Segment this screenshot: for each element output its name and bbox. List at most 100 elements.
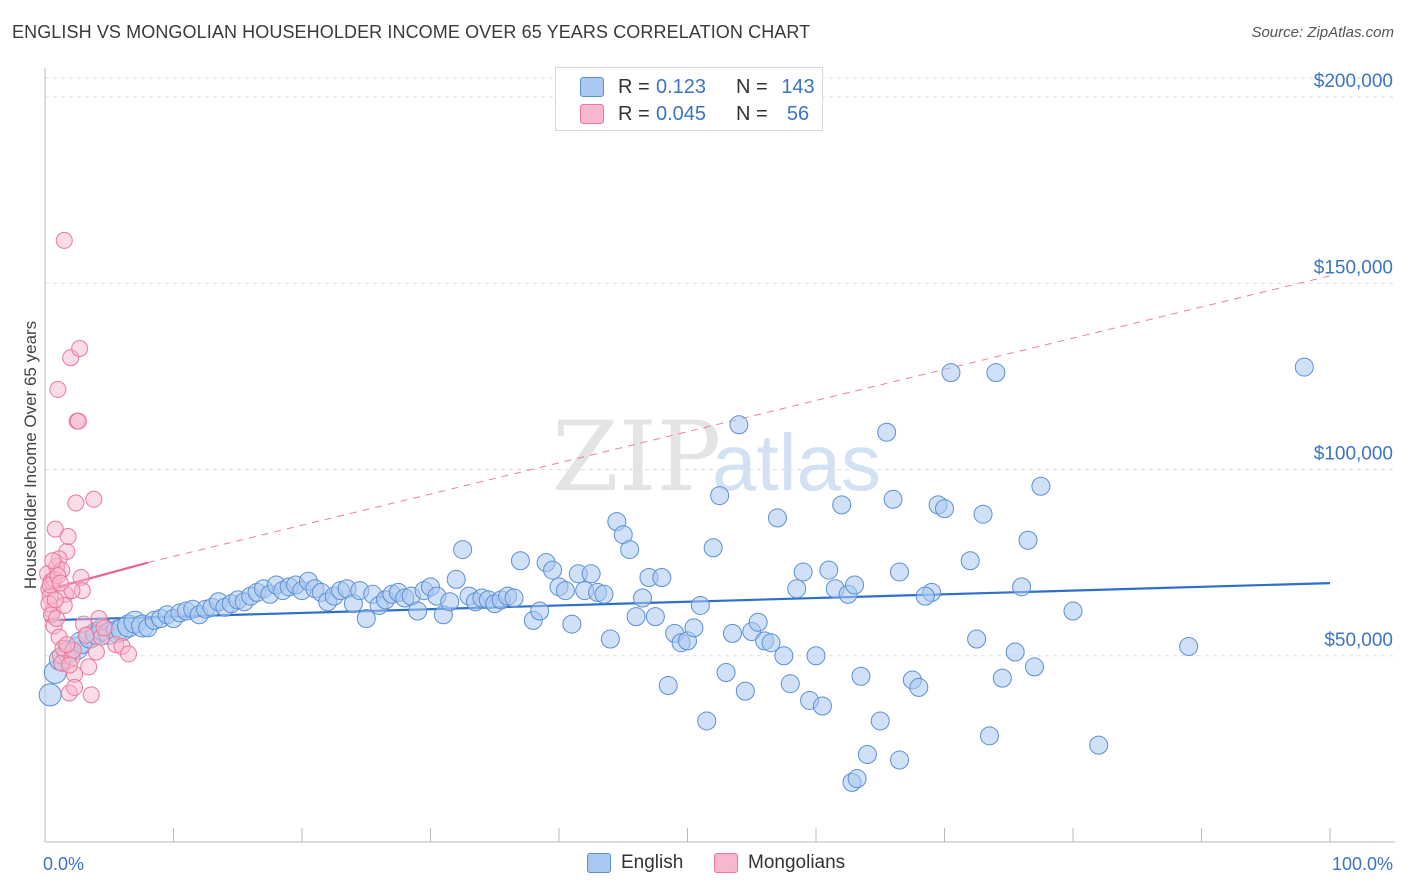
english-point [697,711,717,731]
english-point [555,581,575,601]
n-value: 56 [786,102,810,125]
english-point [870,711,890,731]
x-tick-label-min: 0.0% [43,854,84,874]
r-value: 0.123 [656,75,707,98]
english-point [935,499,954,519]
english-point [633,588,653,608]
english-point [446,569,466,589]
english-point [890,562,910,582]
english-legend-swatch [587,853,611,873]
y-tick-label: $100,000 [1314,444,1393,465]
english-point [626,607,646,627]
english-point [1179,636,1199,656]
english-point [877,422,897,442]
x-tick-label-max: 100.0% [1332,854,1393,874]
mongolian-point [82,686,100,704]
english-point [1005,642,1025,662]
english-point [1294,357,1314,377]
english-legend-label: English [621,852,684,873]
mongolian-point [59,528,77,546]
mongolian-point [77,626,95,644]
english-point [915,586,935,606]
mongolian-point [87,643,105,661]
tick-labels: $50,000 $100,000 $150,000 $200,000 0.0% 100.0… [43,71,1393,874]
english-point [453,540,473,560]
english-point [1031,476,1051,496]
english-point [440,592,460,612]
english-point [845,575,865,595]
english-point [1063,601,1083,621]
axes [44,68,1395,843]
mongolian-point [85,490,103,508]
english-point [774,646,794,666]
english-point [1024,657,1044,677]
mongolian-point [55,231,73,249]
mongolian-point [80,658,98,676]
english-point [973,504,993,524]
legend-english[interactable]: English [587,852,683,874]
english-swatch [580,77,604,97]
r-label: R = [618,102,650,125]
english-point [780,674,800,694]
english-point [504,588,524,608]
english-point [510,551,530,571]
r-value: 0.045 [656,102,707,125]
english-point [684,618,704,638]
mongolian-swatch [580,104,604,124]
english-point [581,564,601,584]
english-point [652,568,672,588]
english-point [857,744,877,764]
english-point [832,495,852,515]
y-axis-label: Householder Income Over 65 years [21,321,40,589]
watermark-zip: ZIP [552,401,721,513]
mongolian-legend-swatch [714,853,738,873]
r-label: R = [618,75,650,98]
english-point [986,363,1006,383]
english-point [941,363,961,383]
mongolian-point [51,574,69,592]
n-label: N = [736,75,768,98]
mongolian-point [58,636,76,654]
mongolian-point [44,552,62,570]
english-point [812,696,832,716]
mongolian-point [46,591,64,609]
english-point [562,614,582,634]
n-value: 143 [781,75,815,98]
english-points [38,357,1314,792]
english-point [658,676,678,696]
english-point [645,607,665,627]
english-trend-line [44,582,1331,622]
mongolian-legend-label: Mongolians [748,852,846,873]
english-point [1018,530,1038,550]
mongolian-point [71,339,89,357]
english-point [38,683,62,707]
english-point [819,560,839,580]
english-point [761,633,781,653]
stats-legend: R = 0.123 N = 143 R = 0.045 N = 56 [555,67,823,131]
english-point [767,508,787,528]
y-tick-label: $50,000 [1324,630,1393,651]
mongolian-point [46,520,64,538]
english-point [600,629,620,649]
legend-mongolians[interactable]: Mongolians [714,852,845,874]
english-point [356,609,376,628]
n-label: N = [736,102,768,125]
english-point [793,562,813,582]
english-point [890,750,910,770]
english-point [620,540,640,560]
english-point [883,489,903,509]
english-point [909,677,929,697]
english-point [1089,735,1109,755]
english-point [979,726,999,746]
grid-lines [45,77,1395,657]
english-point [992,668,1012,688]
mongolian-point [69,412,87,430]
y-tick-label: $150,000 [1314,257,1393,278]
english-point [408,601,428,621]
english-point [722,623,742,643]
english-point [710,486,730,506]
english-point [735,681,755,701]
english-point [806,646,826,666]
english-point [851,666,871,686]
